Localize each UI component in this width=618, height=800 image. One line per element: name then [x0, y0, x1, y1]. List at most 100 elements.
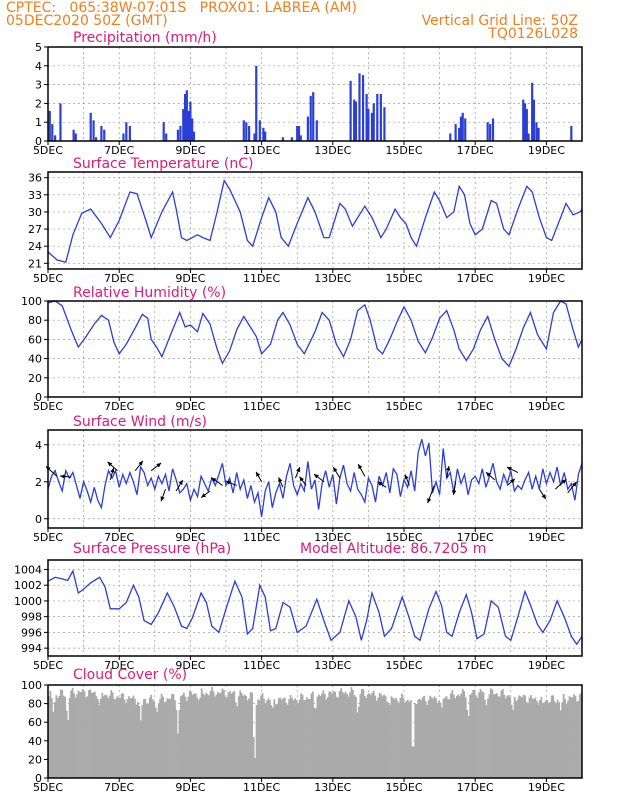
- panel6-bar: [180, 696, 182, 778]
- panel6-ytick-label: 0: [35, 772, 42, 785]
- panel5-xtick-label: 19DEC: [528, 659, 565, 672]
- panel6-bar: [515, 701, 518, 778]
- panel6-bar: [263, 698, 265, 778]
- panel6-bar: [174, 700, 176, 778]
- panel1-bar: [527, 133, 530, 141]
- panel1-bar: [122, 133, 125, 141]
- panel6-bar: [360, 689, 363, 778]
- panel6-bar: [439, 702, 442, 778]
- panel2-xtick-label: 13DEC: [314, 272, 351, 285]
- panel6-bar: [267, 698, 270, 778]
- panel6-bar: [449, 693, 452, 778]
- panel1-bar: [262, 127, 265, 141]
- panel2-xtick-label: 7DEC: [104, 272, 134, 285]
- panel6-bar: [295, 699, 298, 778]
- panel6-bar: [53, 702, 56, 778]
- panel6-bar: [209, 690, 212, 778]
- panel6-bar: [485, 705, 488, 778]
- panel2-ytick-label: 24: [28, 240, 42, 253]
- panel6-bar: [325, 699, 328, 778]
- panel3-ytick-label: 100: [21, 295, 42, 308]
- panel6-bar: [562, 694, 565, 778]
- panel6-bar: [154, 707, 157, 778]
- panel6-bar: [65, 710, 68, 778]
- panel6-bar: [307, 699, 310, 778]
- panel6-bar: [472, 690, 475, 778]
- panel6-bar: [270, 705, 273, 778]
- panel1-bar: [191, 118, 194, 141]
- panel6-bar: [576, 701, 578, 778]
- panel6-bar: [233, 691, 236, 778]
- panel1-bar: [72, 129, 75, 141]
- panel3-series-line: [47, 300, 583, 368]
- panel6-bar: [254, 757, 256, 778]
- panel1-bar: [59, 103, 62, 141]
- panel6-bar: [398, 702, 400, 778]
- panel6-bar: [122, 693, 124, 778]
- header-date: 05DEC2020 50Z (GMT): [6, 13, 168, 29]
- panel6-bar: [52, 711, 55, 778]
- panel4-wind-arrowhead: [377, 481, 383, 487]
- panel6-bar: [421, 697, 424, 778]
- panel3-xtick-label: 19DEC: [528, 400, 565, 413]
- panel4-title: Surface Wind (m/s): [73, 414, 207, 430]
- panel6-bar: [98, 704, 101, 778]
- panel6-bar: [218, 693, 221, 778]
- panel6-bar: [467, 715, 470, 778]
- panel6-bar: [248, 698, 251, 778]
- panel6-bar: [408, 701, 411, 778]
- panel1-bar: [491, 118, 495, 141]
- panel6-xtick-label: 13DEC: [314, 781, 351, 794]
- panel6-ytick-label: 40: [28, 735, 42, 748]
- panel6-bar: [447, 698, 449, 778]
- panel6-bar: [96, 699, 99, 778]
- panel6-bar: [530, 695, 532, 778]
- panel4-wind-arrowhead: [506, 467, 512, 471]
- panel6-bar: [142, 699, 145, 778]
- panel6-bar: [479, 688, 482, 778]
- panel6-bar: [438, 700, 440, 778]
- panel1-xtick-label: 17DEC: [457, 144, 494, 157]
- panel6-bar: [120, 694, 123, 778]
- panel5-title: Surface Pressure (hPa): [73, 541, 231, 557]
- panel6-bar: [196, 697, 199, 778]
- panel4-wind-arrowhead: [333, 467, 338, 473]
- panel6-bar: [104, 694, 107, 778]
- panel6-bar: [389, 704, 391, 778]
- panel6-bar: [197, 699, 200, 778]
- panel1-bar: [372, 103, 375, 141]
- panel6-bar: [546, 700, 549, 778]
- panel6-bar: [451, 689, 454, 778]
- panel6-bar: [567, 700, 569, 778]
- panel6-bar: [74, 697, 77, 778]
- panel6-bar: [91, 692, 93, 778]
- panel6-bar: [55, 695, 58, 778]
- panel6-bar: [429, 695, 431, 778]
- panel6-bar: [488, 694, 491, 778]
- panel6-bar: [362, 689, 365, 778]
- panel6-bar: [452, 694, 455, 778]
- panel6-bar: [92, 692, 95, 778]
- panel2-ytick-label: 33: [28, 189, 42, 202]
- panel3-ytick-label: 40: [28, 353, 42, 366]
- panel6-bar: [59, 689, 62, 778]
- panel6-bar: [107, 698, 110, 778]
- panel1-xtick-label: 5DEC: [33, 144, 63, 157]
- panel6-bar: [565, 703, 568, 778]
- panel2-xtick-label: 9DEC: [175, 272, 205, 285]
- panel1-bar: [258, 120, 261, 141]
- panel4-wind-arrowhead: [427, 498, 432, 504]
- panel6-bar: [432, 698, 434, 778]
- panel2-ytick-label: 27: [28, 223, 42, 236]
- panel4-wind-arrowhead: [278, 477, 283, 483]
- panel4-ytick-label: 2: [35, 476, 42, 489]
- panel3-ytick-label: 20: [28, 372, 42, 385]
- panel6-frame: [47, 684, 583, 779]
- panel6-bar: [99, 698, 102, 778]
- panel6-bar: [169, 698, 172, 778]
- panel6-bar: [518, 695, 520, 778]
- panel6-bar: [497, 696, 500, 778]
- panel6-bar: [88, 690, 90, 778]
- panel6-bar: [493, 694, 495, 778]
